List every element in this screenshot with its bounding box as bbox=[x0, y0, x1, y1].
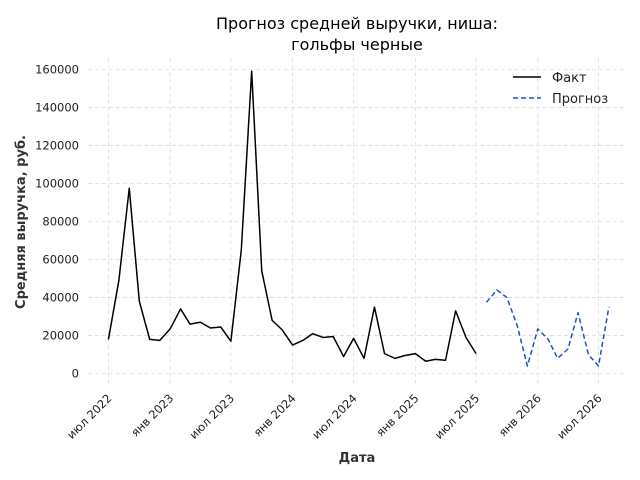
data-point-fact bbox=[209, 327, 211, 329]
x-tick-label: янв 2025 bbox=[373, 391, 421, 439]
data-point-fact bbox=[322, 336, 324, 338]
x-axis-label: Дата bbox=[339, 451, 376, 466]
y-tick-label: 80000 bbox=[42, 215, 79, 229]
data-point-fact bbox=[199, 321, 201, 323]
data-point-forecast bbox=[496, 289, 498, 291]
data-point-fact bbox=[261, 270, 263, 272]
data-point-forecast bbox=[577, 312, 579, 314]
data-point-forecast bbox=[506, 296, 508, 298]
x-tick-label: июл 2024 bbox=[309, 391, 360, 442]
data-point-forecast bbox=[608, 306, 610, 308]
chart-title-line-1: Прогноз средней выручки, ниша: bbox=[216, 14, 498, 33]
data-point-fact bbox=[465, 336, 467, 338]
data-point-fact bbox=[394, 357, 396, 359]
legend-label-fact: Факт bbox=[552, 71, 587, 86]
data-point-fact bbox=[271, 319, 273, 321]
data-point-fact bbox=[363, 357, 365, 359]
data-point-fact bbox=[383, 352, 385, 354]
x-axis-ticks: июл 2022 янв 2023 июл 2023 янв 2024 июл 2024… bbox=[64, 391, 605, 442]
data-point-fact bbox=[475, 352, 477, 354]
data-point-fact bbox=[281, 329, 283, 331]
data-point-forecast bbox=[485, 301, 487, 303]
data-point-forecast bbox=[597, 365, 599, 367]
data-point-fact bbox=[444, 359, 446, 361]
series-line-forecast bbox=[485, 289, 610, 367]
data-point-fact bbox=[352, 337, 354, 339]
data-point-fact bbox=[128, 187, 130, 189]
data-point-forecast bbox=[587, 353, 589, 355]
x-tick-label: янв 2023 bbox=[128, 391, 176, 439]
data-point-fact bbox=[220, 326, 222, 328]
data-point-forecast bbox=[516, 325, 518, 327]
data-point-fact bbox=[230, 340, 232, 342]
data-point-forecast bbox=[567, 348, 569, 350]
data-point-fact bbox=[291, 344, 293, 346]
data-point-fact bbox=[454, 310, 456, 312]
x-tick-label: июл 2026 bbox=[554, 391, 605, 442]
chart-title-line-2: гольфы черные bbox=[291, 35, 423, 54]
data-point-fact bbox=[149, 338, 151, 340]
x-tick-label: янв 2024 bbox=[251, 391, 299, 439]
data-point-fact bbox=[250, 70, 252, 72]
data-point-forecast bbox=[547, 338, 549, 340]
x-tick-label: янв 2026 bbox=[496, 391, 544, 439]
data-point-forecast bbox=[537, 328, 539, 330]
data-point-fact bbox=[342, 355, 344, 357]
y-tick-label: 20000 bbox=[42, 329, 79, 343]
y-tick-label: 100000 bbox=[35, 176, 79, 190]
y-axis-ticks: 0 20000 40000 60000 80000 100000 120000 140000 1… bbox=[35, 62, 79, 380]
data-point-fact bbox=[240, 249, 242, 251]
data-point-fact bbox=[312, 332, 314, 334]
data-point-fact bbox=[118, 279, 120, 281]
x-tick-label: июл 2025 bbox=[432, 391, 483, 442]
data-point-fact bbox=[332, 335, 334, 337]
grid bbox=[88, 58, 624, 385]
data-point-forecast bbox=[556, 357, 558, 359]
x-tick-label: июл 2022 bbox=[64, 391, 115, 442]
y-tick-label: 140000 bbox=[35, 100, 79, 114]
data-point-fact bbox=[373, 306, 375, 308]
series-line-fact bbox=[107, 70, 477, 362]
y-tick-label: 60000 bbox=[42, 253, 79, 267]
y-axis-label: Средняя выручка, руб. bbox=[14, 135, 29, 309]
data-point-fact bbox=[404, 354, 406, 356]
legend-label-forecast: Прогноз bbox=[552, 92, 608, 107]
y-tick-label: 0 bbox=[72, 367, 79, 381]
data-point-fact bbox=[138, 300, 140, 302]
y-tick-label: 120000 bbox=[35, 138, 79, 152]
data-point-fact bbox=[434, 358, 436, 360]
y-tick-label: 40000 bbox=[42, 291, 79, 305]
data-point-fact bbox=[425, 360, 427, 362]
x-tick-label: июл 2023 bbox=[186, 391, 237, 442]
data-point-fact bbox=[179, 308, 181, 310]
data-point-forecast bbox=[526, 365, 528, 367]
data-point-fact bbox=[169, 328, 171, 330]
series-layer bbox=[107, 70, 610, 367]
data-point-fact bbox=[302, 339, 304, 341]
data-point-fact bbox=[189, 323, 191, 325]
data-point-fact bbox=[107, 338, 109, 340]
legend: Факт Прогноз bbox=[513, 71, 608, 107]
y-tick-label: 160000 bbox=[35, 62, 79, 76]
data-point-fact bbox=[414, 352, 416, 354]
data-point-fact bbox=[159, 339, 161, 341]
